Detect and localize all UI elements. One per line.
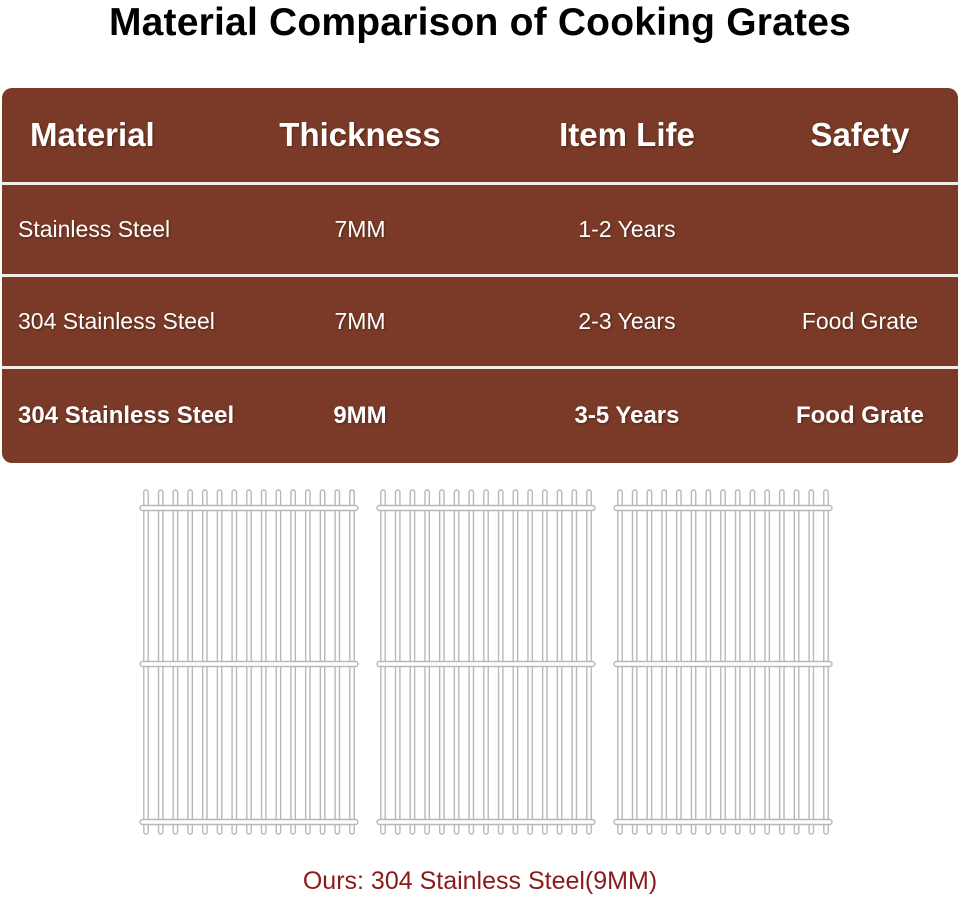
table-header-row: Material Thickness Item Life Safety: [2, 88, 958, 182]
page-title: Material Comparison of Cooking Grates: [108, 1, 852, 44]
table-row: 304 Stainless Steel 7MM 2-3 Years Food G…: [2, 277, 958, 366]
cell-item-life: 1-2 Years: [578, 216, 676, 242]
header-material: Material: [30, 116, 155, 153]
cell-safety: Food Grate: [801, 308, 919, 334]
caption: Ours: 304 Stainless Steel(9MM): [302, 867, 658, 895]
row-divider: [2, 182, 958, 185]
comparison-table: Material Thickness Item Life Safety Stai…: [2, 88, 958, 463]
table-row-highlight: 304 Stainless Steel 9MM 3-5 Years Food G…: [2, 369, 958, 463]
header-safety: Safety: [810, 116, 910, 153]
cell-thickness: 7MM: [334, 308, 386, 334]
cell-material: 304 Stainless Steel: [18, 308, 215, 334]
cell-thickness: 9MM: [333, 402, 387, 429]
cell-safety: Food Grate: [795, 402, 924, 429]
cell-item-life: 3-5 Years: [574, 402, 680, 429]
header-thickness: Thickness: [279, 116, 441, 153]
grate: [376, 489, 596, 835]
cell-item-life: 2-3 Years: [578, 308, 676, 334]
cell-safety: [770, 185, 950, 274]
grate: [613, 489, 833, 835]
table-row: Stainless Steel 7MM 1-2 Years: [2, 185, 958, 274]
row-divider: [2, 274, 958, 277]
cell-thickness: 7MM: [334, 216, 386, 242]
cell-material: Stainless Steel: [18, 216, 171, 242]
grate: [139, 489, 359, 835]
cell-material: 304 Stainless Steel: [18, 402, 235, 429]
header-item-life: Item Life: [559, 116, 695, 153]
row-divider: [2, 366, 958, 369]
cooking-grates-image: [139, 489, 833, 835]
